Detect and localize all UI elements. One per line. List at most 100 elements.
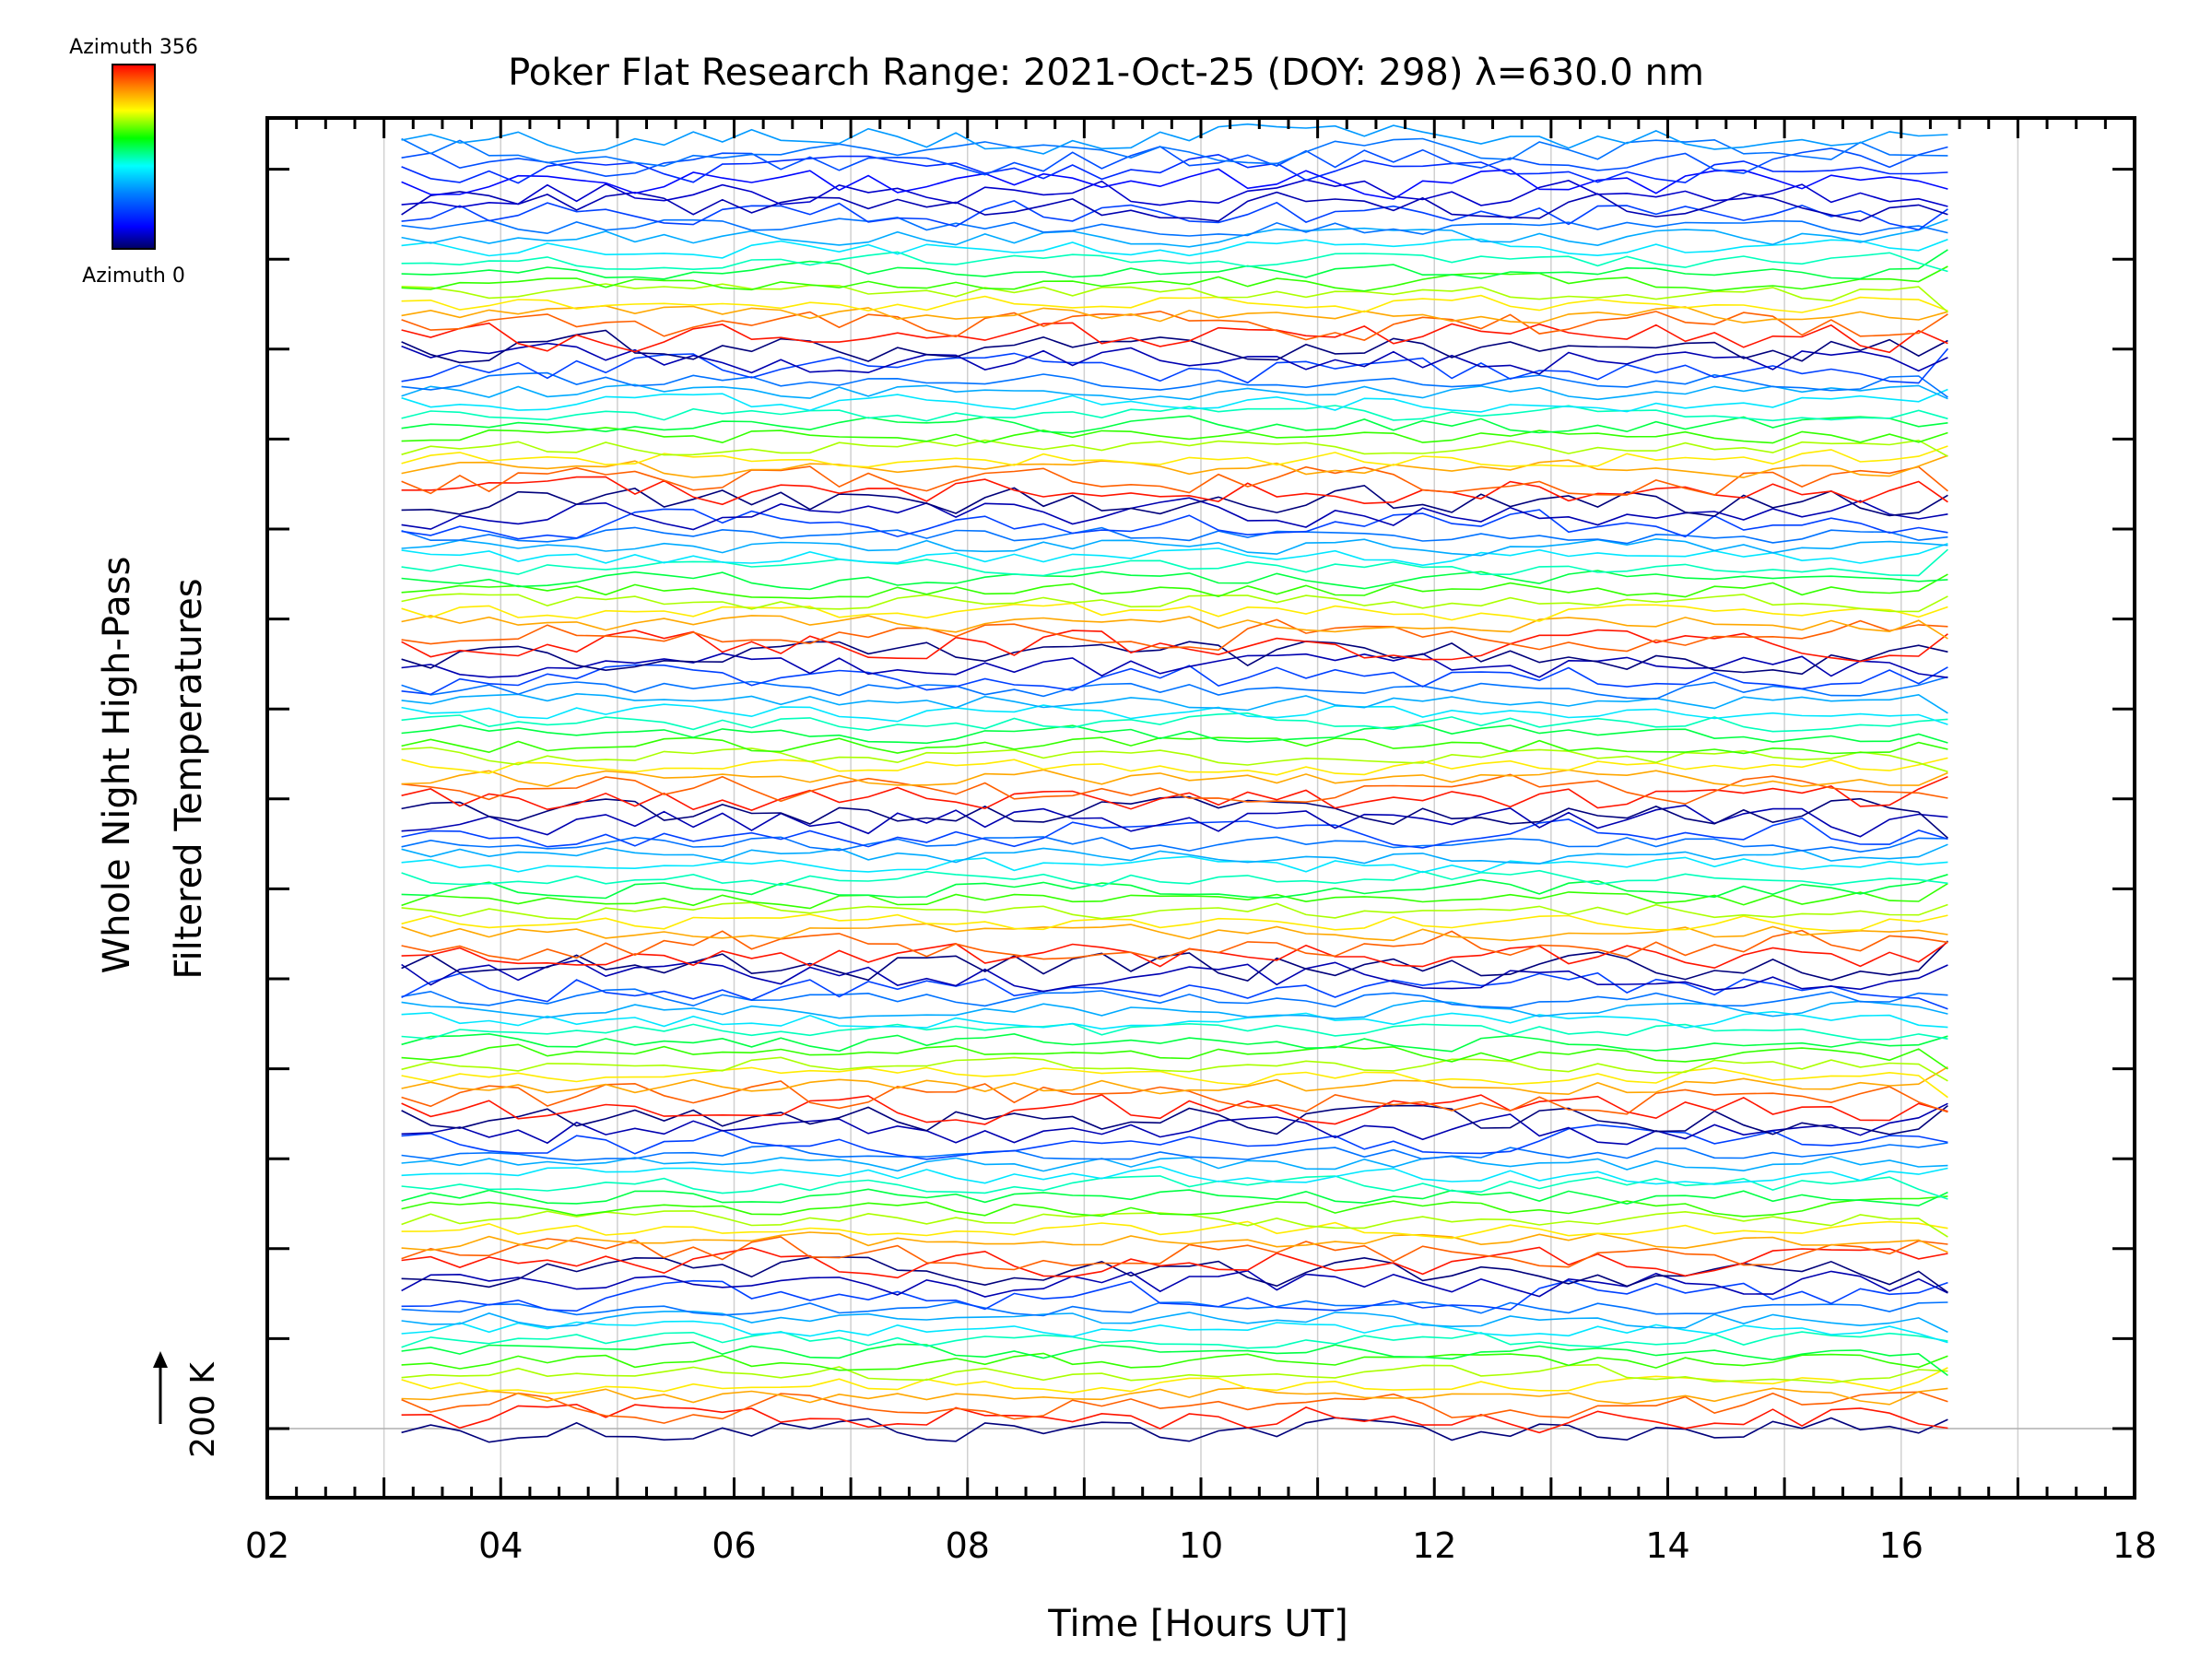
temperature-series-line bbox=[401, 329, 1948, 364]
temperature-series-line bbox=[401, 1330, 1948, 1349]
temperature-series-line bbox=[401, 168, 1948, 200]
temperature-series-line bbox=[401, 1231, 1948, 1253]
temperature-series-line bbox=[401, 664, 1948, 696]
temperature-series-line bbox=[401, 347, 1949, 384]
series-lines bbox=[401, 123, 1949, 1443]
temperature-series-line bbox=[401, 1363, 1948, 1384]
temperature-series-line bbox=[401, 1352, 1948, 1371]
temperature-series-line bbox=[401, 388, 1948, 413]
temperature-series-line bbox=[401, 249, 1948, 280]
x-tick-labels: 02 04 06 08 10 12 14 16 18 bbox=[245, 1525, 2157, 1566]
temperature-series-line bbox=[401, 1320, 1948, 1344]
temperature-series-line bbox=[401, 1403, 1948, 1434]
temperature-series-line bbox=[401, 537, 1948, 557]
temperature-series-line bbox=[401, 817, 1948, 849]
temperature-series-line bbox=[401, 747, 1948, 773]
y-axis-label-line2: Filtered Temperatures bbox=[168, 578, 210, 979]
temperature-series-line bbox=[401, 484, 1948, 517]
x-tick-label: 18 bbox=[2112, 1525, 2157, 1566]
temperature-series-line bbox=[401, 593, 1948, 613]
temperature-series-line bbox=[401, 454, 1948, 478]
scale-label: 200 K bbox=[184, 1361, 222, 1458]
temperature-series-line bbox=[401, 342, 1948, 375]
temperature-series-line bbox=[401, 629, 1948, 663]
temperature-series-line bbox=[401, 882, 1948, 910]
temperature-series-line bbox=[401, 1043, 1948, 1070]
temperature-series-line bbox=[401, 445, 1948, 468]
temperature-series-line bbox=[401, 1367, 1948, 1394]
temperature-series-line bbox=[401, 940, 1948, 982]
temperature-series-line bbox=[401, 179, 1948, 208]
y-axis-label: Whole Night High-Pass Filtered Temperatu… bbox=[96, 557, 210, 980]
temperature-series-line bbox=[401, 508, 1948, 540]
temperature-series-line bbox=[401, 304, 1948, 324]
scale-marker: 200 K bbox=[153, 1351, 222, 1458]
colorbar: Azimuth 356 Azimuth 0 bbox=[69, 36, 198, 288]
temperature-series-line bbox=[401, 283, 1948, 313]
temperature-series-line bbox=[401, 200, 1948, 231]
temperature-series-line bbox=[401, 146, 1948, 178]
temperature-series-line bbox=[401, 1391, 1948, 1424]
temperature-series-line bbox=[401, 476, 1948, 506]
x-tick-label: 02 bbox=[245, 1525, 289, 1566]
x-axis-label: Time [Hours UT] bbox=[1047, 1603, 1347, 1645]
temperature-series-line bbox=[401, 775, 1948, 811]
temperature-series-line bbox=[401, 526, 1948, 545]
temperature-series-line bbox=[401, 217, 1948, 237]
temperature-series-line bbox=[401, 1279, 1948, 1312]
temperature-series-line bbox=[401, 371, 1948, 398]
temperature-series-line bbox=[401, 1066, 1948, 1096]
temperature-series-line bbox=[401, 1155, 1948, 1172]
temperature-series-line bbox=[401, 703, 1948, 725]
temperature-series-line bbox=[401, 191, 1948, 222]
temperature-series-line bbox=[401, 238, 1948, 259]
temperature-series-line bbox=[401, 1124, 1948, 1160]
temperature-series-line bbox=[401, 855, 1948, 874]
temperature-series-line bbox=[401, 757, 1948, 776]
temperature-series-line bbox=[401, 322, 1948, 354]
temperature-series-line bbox=[401, 123, 1948, 155]
y-axis-label-line1: Whole Night High-Pass bbox=[96, 557, 138, 974]
temperature-series-line bbox=[401, 1165, 1948, 1185]
temperature-series-line bbox=[401, 929, 1948, 961]
temperature-series-line bbox=[401, 971, 1948, 1010]
temperature-series-line bbox=[401, 1341, 1948, 1377]
temperature-series-line bbox=[401, 1417, 1948, 1443]
temperature-series-line bbox=[401, 692, 1948, 714]
temperature-series-line bbox=[401, 548, 1948, 577]
temperature-series-line bbox=[401, 712, 1948, 733]
temperature-series-line bbox=[401, 1104, 1948, 1135]
temperature-series-line bbox=[401, 1022, 1948, 1041]
temperature-series-line bbox=[401, 804, 1948, 838]
temperature-series-line bbox=[401, 1175, 1948, 1200]
temperature-series-line bbox=[401, 773, 1948, 806]
temperature-series-line bbox=[401, 653, 1948, 678]
temperature-series-line bbox=[401, 1386, 1948, 1406]
temperature-series-line bbox=[401, 959, 1948, 993]
x-tick-label: 14 bbox=[1645, 1525, 1689, 1566]
temperature-series-line bbox=[401, 602, 1948, 622]
temperature-series-line bbox=[401, 153, 1948, 184]
temperature-series-line bbox=[401, 1311, 1948, 1334]
temperature-series-line bbox=[401, 874, 1948, 900]
temperature-series-line bbox=[401, 913, 1948, 932]
temperature-series-line bbox=[401, 836, 1948, 853]
colorbar-top-label: Azimuth 356 bbox=[69, 36, 198, 59]
temperature-series-line bbox=[401, 615, 1948, 640]
temperature-series-line bbox=[401, 795, 1948, 839]
temperature-series-line bbox=[401, 724, 1948, 745]
temperature-series-line bbox=[401, 1010, 1948, 1030]
temperature-series-line bbox=[401, 869, 1948, 888]
temperature-series-line bbox=[401, 1195, 1948, 1218]
temperature-series-line bbox=[401, 137, 1948, 168]
temperature-series-line bbox=[401, 1188, 1948, 1206]
x-tick-label: 06 bbox=[712, 1525, 756, 1566]
temperature-series-line bbox=[401, 465, 1948, 496]
temperature-series-line bbox=[401, 1142, 1948, 1161]
temperature-series-line bbox=[401, 543, 1948, 567]
temperature-series-line bbox=[401, 265, 1948, 292]
temperature-series-line bbox=[401, 736, 1948, 755]
scale-arrow-head bbox=[153, 1351, 168, 1368]
colorbar-bottom-label: Azimuth 0 bbox=[82, 265, 185, 288]
